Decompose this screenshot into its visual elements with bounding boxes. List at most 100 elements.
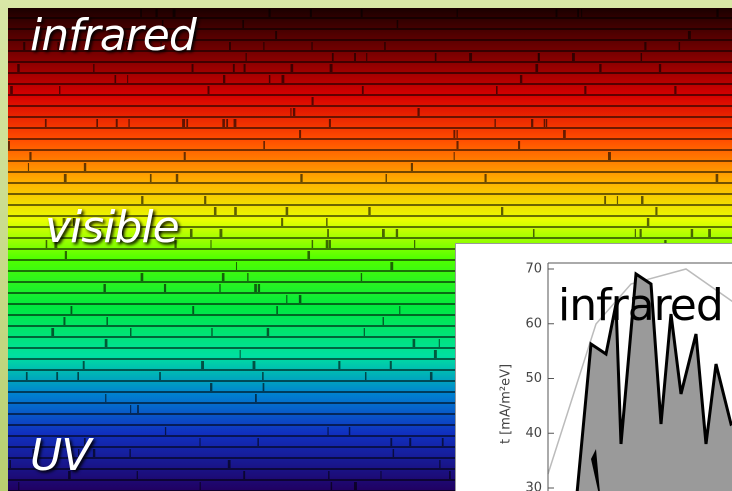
absorption-line bbox=[229, 42, 231, 50]
absorption-line bbox=[116, 119, 118, 127]
absorption-line bbox=[137, 405, 139, 413]
absorption-line bbox=[236, 262, 237, 270]
absorption-line bbox=[368, 207, 370, 215]
y-tick-label: 70 bbox=[525, 262, 542, 277]
absorption-line bbox=[409, 438, 411, 446]
absorption-line bbox=[453, 130, 455, 138]
absorption-line bbox=[281, 218, 283, 226]
absorption-line bbox=[130, 405, 131, 413]
absorption-line bbox=[688, 31, 691, 39]
absorption-line bbox=[176, 174, 178, 182]
absorption-line bbox=[390, 262, 393, 270]
absorption-line bbox=[137, 471, 138, 479]
y-tick-label: 60 bbox=[525, 316, 542, 331]
absorption-line bbox=[434, 350, 437, 358]
absorption-line bbox=[518, 141, 520, 149]
absorption-line bbox=[312, 97, 314, 105]
absorption-line bbox=[159, 372, 161, 380]
absorption-line bbox=[267, 328, 269, 336]
absorption-line bbox=[233, 64, 235, 72]
absorption-line bbox=[263, 141, 265, 149]
absorption-line bbox=[184, 152, 186, 160]
absorption-line bbox=[659, 64, 661, 72]
absorption-line bbox=[192, 64, 194, 72]
uv-label: UV bbox=[30, 430, 90, 481]
absorption-line bbox=[10, 86, 13, 94]
absorption-line bbox=[165, 427, 166, 435]
absorption-line bbox=[262, 372, 264, 380]
absorption-line bbox=[8, 141, 10, 149]
absorption-line bbox=[17, 64, 19, 72]
absorption-line bbox=[243, 471, 245, 479]
absorption-line bbox=[338, 361, 340, 369]
absorption-line bbox=[214, 207, 217, 215]
absorption-line bbox=[93, 449, 95, 457]
absorption-line bbox=[364, 328, 365, 336]
absorption-line bbox=[26, 372, 28, 380]
absorption-line bbox=[234, 119, 237, 127]
absorption-line bbox=[442, 438, 444, 446]
y-tick-label: 30 bbox=[525, 481, 542, 491]
absorption-line bbox=[129, 449, 130, 457]
absorption-line bbox=[234, 207, 237, 215]
absorption-line bbox=[290, 108, 291, 116]
absorption-line bbox=[599, 64, 601, 72]
absorption-line bbox=[457, 9, 458, 17]
absorption-line bbox=[240, 350, 241, 358]
absorption-line bbox=[307, 251, 310, 259]
absorption-line bbox=[546, 119, 547, 127]
absorption-line bbox=[51, 328, 54, 336]
absorption-line bbox=[361, 273, 362, 281]
absorption-line bbox=[199, 438, 200, 446]
absorption-line bbox=[299, 130, 301, 138]
absorption-line bbox=[679, 42, 680, 50]
absorption-line bbox=[190, 229, 193, 237]
absorption-line bbox=[390, 438, 392, 446]
absorption-line bbox=[396, 229, 398, 237]
absorption-line bbox=[617, 196, 618, 204]
absorption-line bbox=[201, 361, 204, 369]
absorption-line bbox=[222, 273, 225, 281]
absorption-line bbox=[84, 163, 86, 171]
absorption-line bbox=[192, 306, 194, 314]
absorption-line bbox=[247, 273, 248, 281]
absorption-line bbox=[332, 53, 334, 61]
absorption-line bbox=[114, 75, 116, 83]
absorption-line bbox=[291, 64, 294, 72]
absorption-line bbox=[411, 163, 413, 171]
absorption-line bbox=[326, 240, 329, 248]
absorption-line bbox=[327, 229, 329, 237]
absorption-line bbox=[103, 284, 105, 292]
absorption-line bbox=[435, 53, 437, 61]
inset-infrared-label: infrared bbox=[558, 280, 723, 331]
absorption-line bbox=[647, 218, 649, 226]
absorption-line bbox=[354, 482, 357, 490]
absorption-line bbox=[63, 317, 65, 325]
absorption-line bbox=[329, 119, 331, 127]
absorption-line bbox=[635, 229, 636, 237]
absorption-line bbox=[106, 317, 107, 325]
absorption-line bbox=[286, 295, 287, 303]
absorption-line bbox=[127, 75, 128, 83]
absorption-line bbox=[531, 119, 533, 127]
absorption-line bbox=[311, 42, 312, 50]
absorption-line bbox=[556, 9, 558, 17]
absorption-line bbox=[186, 119, 188, 127]
absorption-line bbox=[572, 53, 575, 61]
absorption-line bbox=[263, 42, 264, 50]
absorption-line bbox=[222, 119, 225, 127]
absorption-line bbox=[584, 86, 586, 94]
absorption-line bbox=[276, 306, 278, 314]
absorption-line bbox=[457, 130, 458, 138]
absorption-line bbox=[128, 119, 129, 127]
absorption-line bbox=[45, 119, 47, 127]
absorption-line bbox=[59, 86, 60, 94]
absorption-line bbox=[495, 119, 496, 127]
absorption-line bbox=[130, 328, 131, 336]
absorption-line bbox=[329, 240, 331, 248]
absorption-line bbox=[96, 119, 98, 127]
absorption-line bbox=[366, 53, 367, 61]
absorption-line bbox=[286, 207, 289, 215]
absorption-line bbox=[64, 174, 67, 182]
